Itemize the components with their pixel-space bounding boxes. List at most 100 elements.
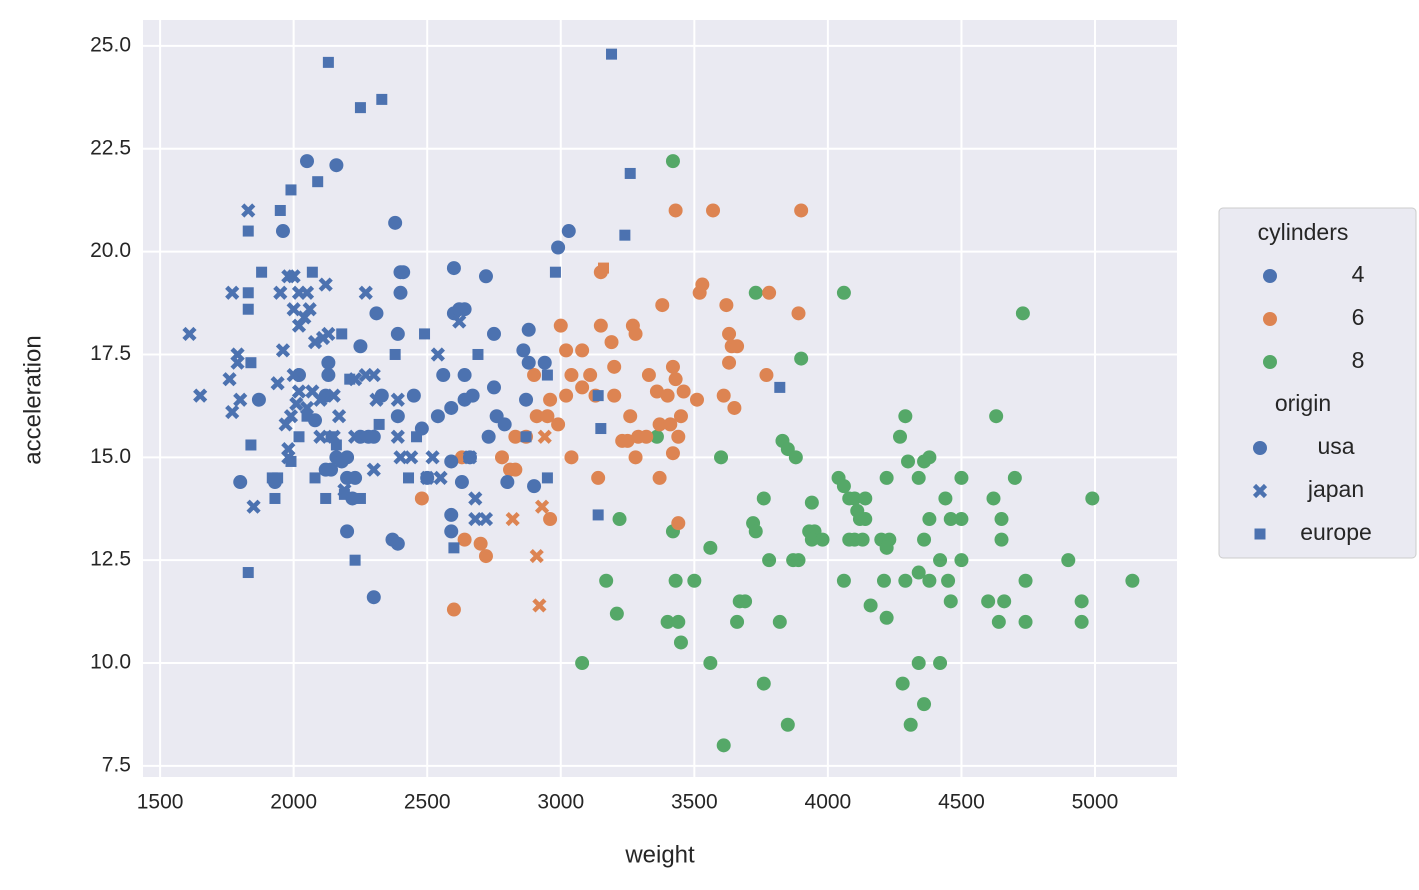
point [663, 417, 678, 432]
point [289, 396, 304, 411]
point [994, 512, 1009, 527]
legend-marker [1253, 441, 1267, 455]
point [938, 491, 953, 506]
point [668, 573, 683, 588]
x-tick-label: 4000 [805, 791, 852, 814]
point [358, 285, 373, 300]
point [551, 240, 566, 255]
point [606, 48, 618, 60]
point [706, 203, 721, 218]
point [665, 359, 680, 374]
point [404, 450, 419, 465]
point [390, 392, 405, 407]
point [1125, 573, 1140, 588]
point [320, 492, 332, 504]
point [486, 380, 501, 395]
point [559, 388, 574, 403]
point [419, 328, 431, 340]
point [727, 400, 742, 415]
point [549, 266, 561, 278]
point [313, 392, 328, 407]
point [911, 656, 926, 671]
point [299, 285, 315, 300]
point [624, 167, 636, 179]
legend-title: cylinders [1258, 219, 1349, 245]
point [612, 512, 627, 527]
point [863, 598, 878, 613]
point [274, 204, 286, 216]
point [285, 184, 297, 196]
point [291, 384, 307, 399]
point [607, 359, 622, 374]
x-tick-label: 2000 [270, 791, 317, 814]
point [321, 368, 336, 383]
point [1074, 614, 1089, 629]
point [516, 343, 531, 358]
point [772, 614, 787, 629]
point [329, 158, 344, 173]
point [668, 372, 683, 387]
point [348, 470, 363, 485]
point [444, 507, 459, 522]
point [286, 367, 301, 383]
y-tick-label: 25.0 [90, 33, 131, 56]
point [722, 355, 737, 370]
point [534, 499, 550, 514]
point [655, 298, 670, 313]
point [898, 409, 913, 424]
point [592, 390, 604, 402]
point [366, 429, 381, 444]
point [941, 573, 956, 588]
point [411, 431, 423, 443]
point [390, 326, 405, 341]
point [309, 472, 321, 484]
point [756, 676, 771, 691]
point [804, 495, 819, 510]
point [286, 302, 301, 317]
x-tick-label: 4500 [938, 791, 985, 814]
point [393, 450, 408, 465]
point [855, 532, 870, 547]
point [291, 318, 307, 333]
point [326, 388, 341, 403]
point [954, 553, 969, 568]
point [997, 594, 1012, 609]
point [722, 326, 737, 341]
point [444, 400, 459, 415]
point [529, 548, 544, 564]
point [583, 368, 598, 383]
legend-box [1218, 207, 1417, 559]
point [321, 355, 336, 370]
point [340, 450, 355, 465]
point [388, 215, 403, 230]
point [836, 285, 851, 300]
point [414, 491, 429, 506]
point [788, 450, 803, 465]
point [836, 479, 851, 494]
point [275, 343, 291, 358]
point [794, 351, 809, 366]
point [660, 614, 675, 629]
point [623, 409, 638, 424]
point [703, 656, 718, 671]
point [245, 439, 257, 451]
point [762, 553, 777, 568]
point [472, 348, 484, 360]
point [275, 224, 290, 239]
point [673, 635, 688, 650]
point [272, 472, 284, 484]
point [1018, 614, 1033, 629]
legend-label: 8 [1352, 347, 1365, 373]
point [508, 429, 523, 444]
point [242, 225, 254, 237]
point [898, 573, 913, 588]
point [756, 491, 771, 506]
point [1007, 470, 1022, 485]
point [575, 380, 590, 395]
point [543, 392, 558, 407]
point [312, 176, 324, 188]
point [1074, 594, 1089, 609]
point [748, 285, 763, 300]
point [273, 285, 288, 300]
